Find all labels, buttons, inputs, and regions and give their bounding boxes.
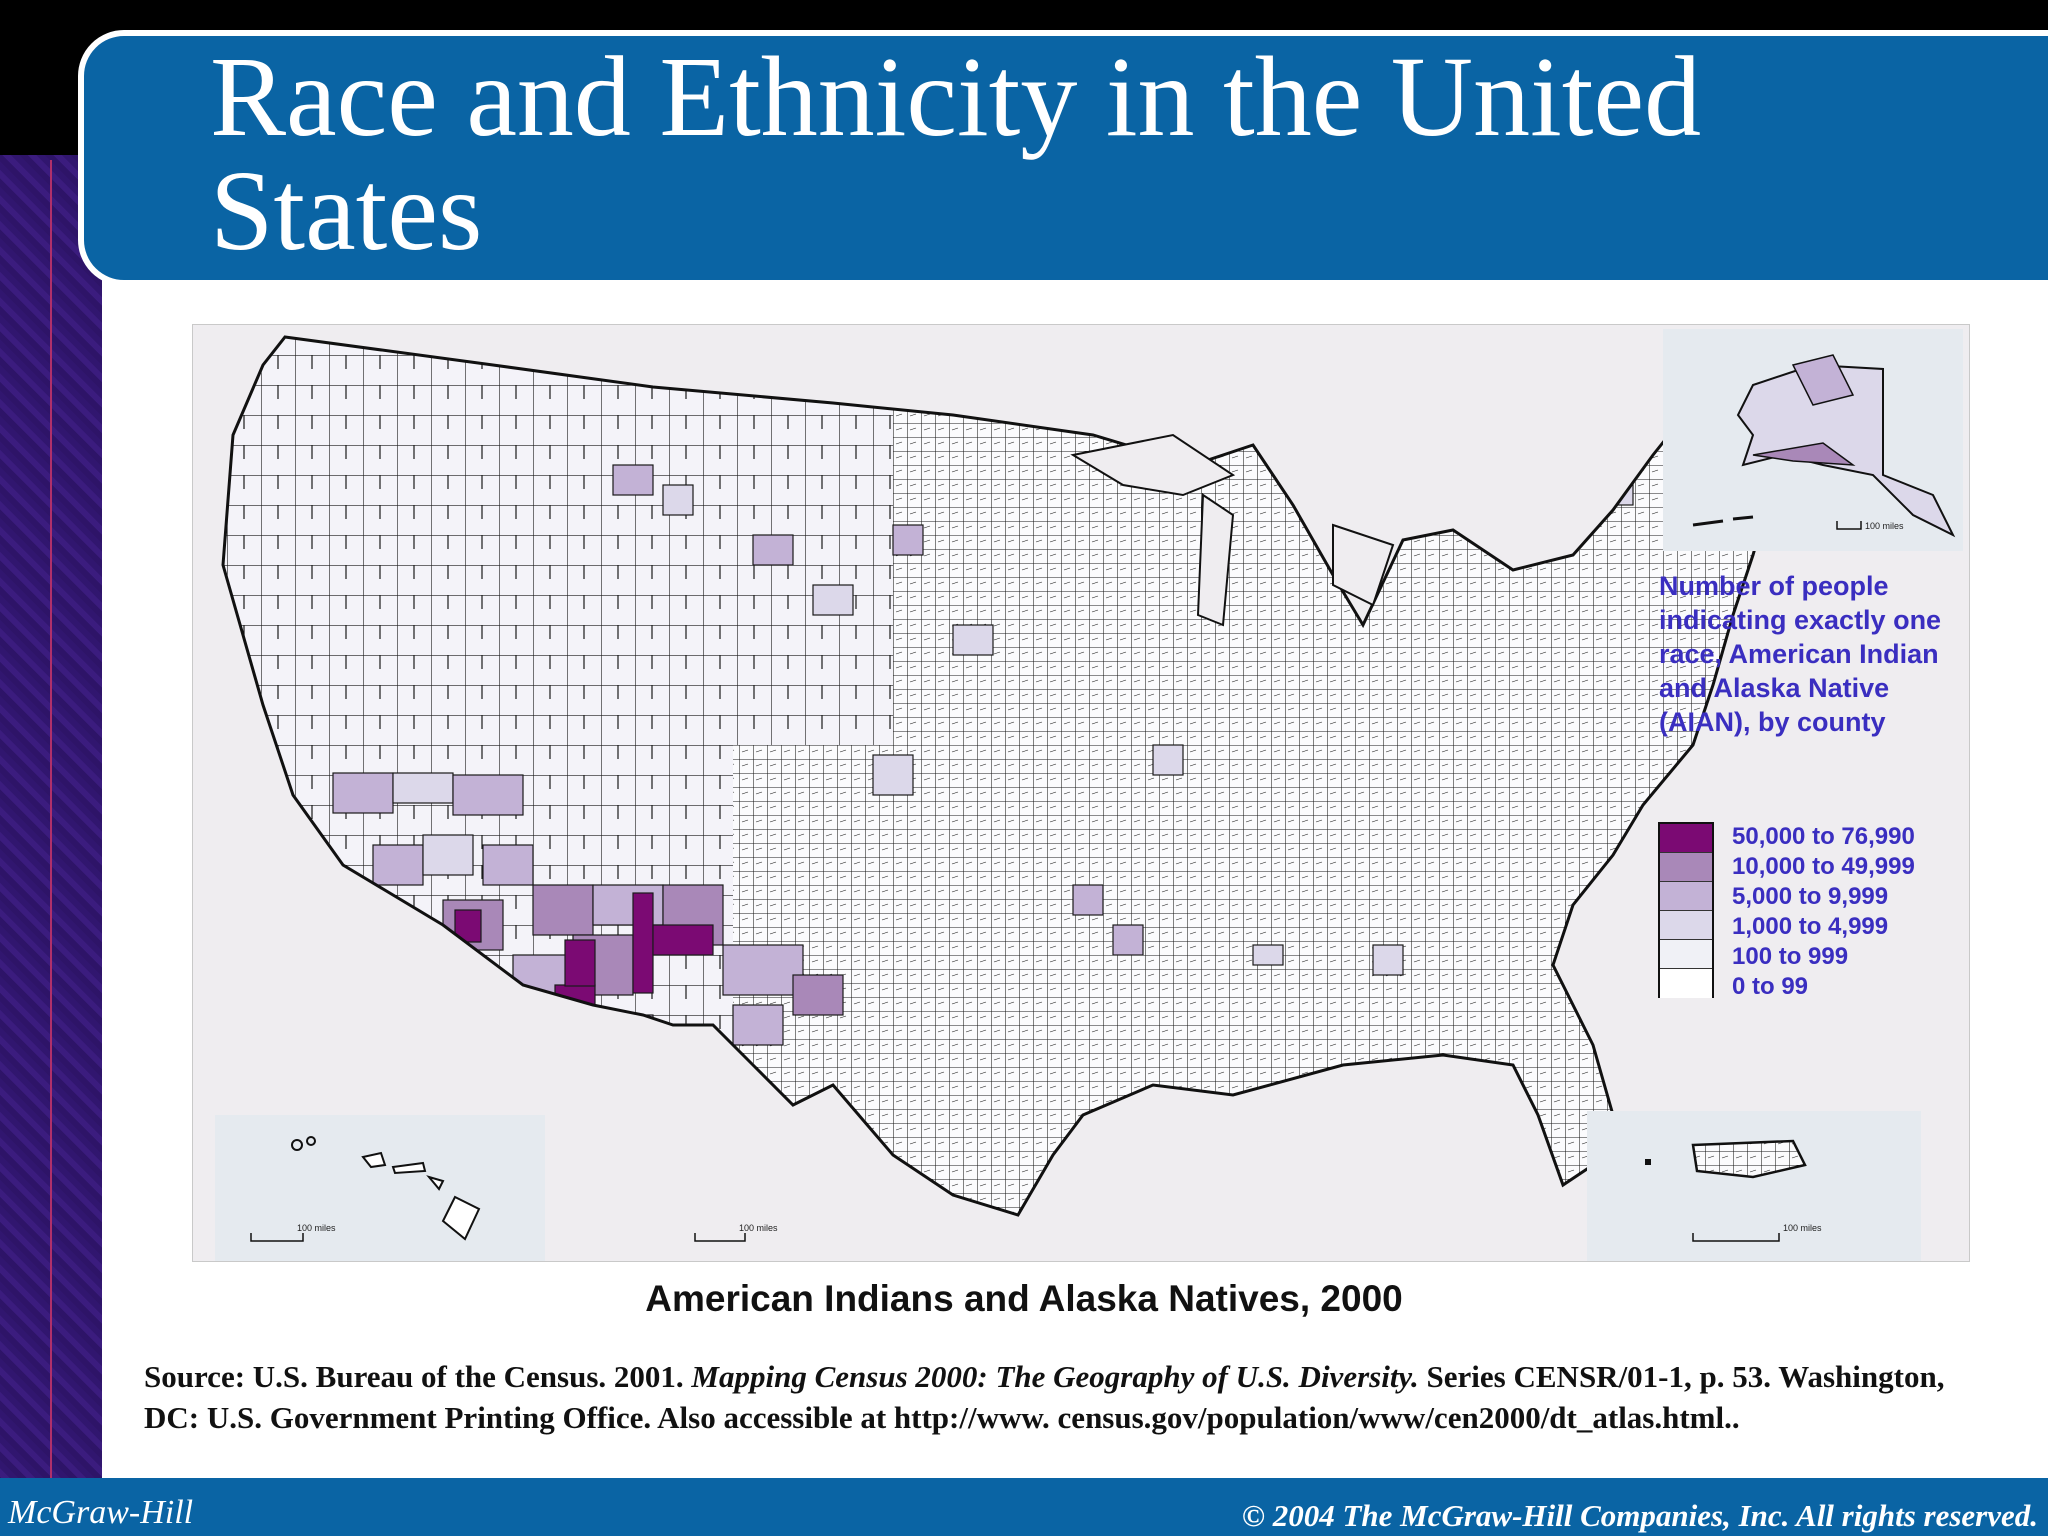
publisher-name: McGraw-Hill bbox=[8, 1494, 194, 1531]
legend-swatch-100 bbox=[1660, 940, 1712, 969]
legend-title: Number of people indicating exactly one … bbox=[1659, 571, 1942, 737]
legend-label-100: 100 to 999 bbox=[1732, 943, 1849, 970]
legend-swatch-5000 bbox=[1660, 882, 1712, 911]
legend-swatch-10000 bbox=[1660, 853, 1712, 882]
copyright-notice: © 2004 The McGraw-Hill Companies, Inc. A… bbox=[1241, 1498, 2038, 1533]
footer-bar bbox=[0, 1478, 2048, 1536]
map-caption: American Indians and Alaska Natives, 200… bbox=[645, 1278, 1403, 1319]
us-county-map: 100 miles 100 miles 100 miles 100 miles bbox=[215, 329, 1963, 1261]
legend-swatch-1000 bbox=[1660, 911, 1712, 940]
lake-superior bbox=[1070, 433, 1236, 497]
hawaii-scale-label: 100 miles bbox=[297, 1223, 336, 1233]
legend-label-5000: 5,000 to 9,999 bbox=[1732, 883, 1889, 910]
shaded-counties bbox=[332, 464, 1634, 1056]
legend-label-0: 0 to 99 bbox=[1732, 973, 1809, 1000]
legend-label-10000: 10,000 to 49,999 bbox=[1732, 853, 1915, 880]
source-text-part1: Source: U.S. Bureau of the Census. 2001. bbox=[144, 1359, 692, 1394]
decorative-left-strip bbox=[0, 155, 102, 1485]
puerto-rico-inset: 100 miles bbox=[1587, 1111, 1921, 1261]
source-text-part2: Series CENSR/01-1, p. 53. Washington, DC… bbox=[144, 1359, 1945, 1435]
source-title-italic: Mapping Census 2000: The Geography of U.… bbox=[691, 1359, 1419, 1394]
legend-swatch-50000 bbox=[1660, 824, 1712, 853]
alaska-scale-label: 100 miles bbox=[1865, 521, 1904, 531]
legend-swatch-0 bbox=[1660, 969, 1712, 998]
lake-michigan bbox=[1196, 493, 1235, 627]
mainland-scale: 100 miles bbox=[694, 1223, 778, 1242]
hawaii-inset: 100 miles bbox=[215, 1115, 545, 1261]
legend-label-50000: 50,000 to 76,990 bbox=[1732, 823, 1915, 850]
puerto-rico-scale-label: 100 miles bbox=[1783, 1223, 1822, 1233]
source-citation: Source: U.S. Bureau of the Census. 2001.… bbox=[144, 1356, 1984, 1438]
map-figure: 100 miles 100 miles 100 miles 100 miles bbox=[192, 324, 1970, 1262]
alaska-inset: 100 miles bbox=[1663, 329, 1963, 551]
legend-label-1000: 1,000 to 4,999 bbox=[1732, 913, 1889, 940]
mainland-scale-label: 100 miles bbox=[739, 1223, 778, 1233]
title-bar bbox=[78, 30, 2048, 286]
legend-swatches bbox=[1658, 822, 1714, 998]
slide-title: Race and Ethnicity in the United States bbox=[210, 33, 1702, 274]
mainland-outline bbox=[221, 335, 1815, 1217]
lake-huron bbox=[1332, 523, 1395, 607]
